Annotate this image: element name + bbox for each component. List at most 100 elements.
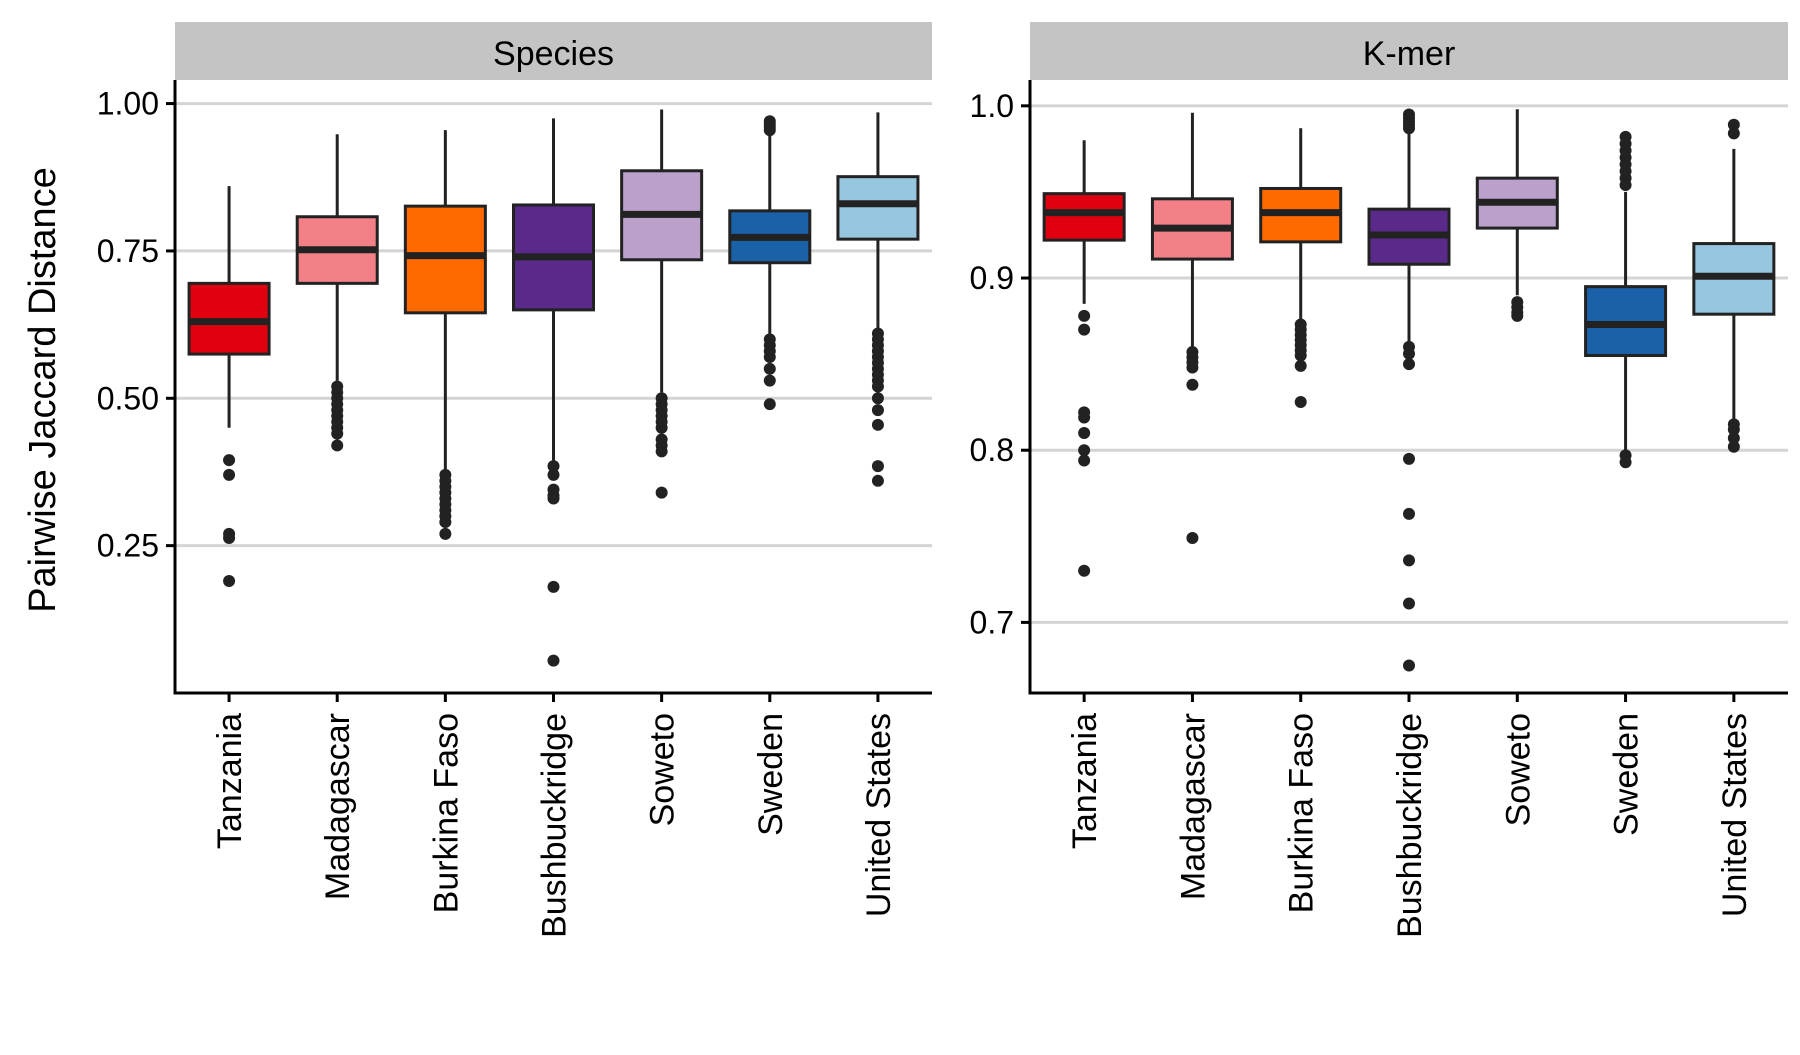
y-tick-label: 0.7 [970, 604, 1014, 640]
outlier-point [547, 580, 560, 593]
outlier-point [1727, 440, 1740, 453]
outlier-point [1186, 532, 1199, 545]
x-tick-label: Tanzania [211, 713, 249, 849]
outlier-point [1078, 454, 1091, 467]
outlier-point [223, 468, 236, 481]
box-burkina-faso [403, 130, 487, 540]
outlier-point [1403, 597, 1415, 610]
y-axis-title: Pairwise Jaccard Distance [22, 167, 64, 613]
outlier-point [547, 654, 560, 667]
outlier-point [1403, 659, 1415, 672]
outlier-point [1403, 358, 1415, 371]
outlier-point [1078, 309, 1091, 322]
box-soweto [1475, 109, 1559, 322]
outlier-point [655, 445, 668, 458]
outlier-point [439, 527, 452, 540]
outlier-point [1186, 361, 1199, 374]
y-tick-label: 0.50 [97, 380, 159, 416]
outlier-point [1511, 309, 1524, 322]
x-tick-label: United States [1716, 713, 1754, 917]
y-tick-label: 0.75 [97, 233, 159, 269]
outlier-point [331, 439, 344, 452]
outlier-point [223, 454, 236, 467]
outlier-point [763, 362, 776, 375]
outlier-point [547, 492, 560, 505]
outlier-point [223, 575, 236, 588]
outlier-point [1619, 179, 1632, 192]
box-tanzania [1042, 140, 1126, 577]
box-bushbuckridge [1367, 108, 1451, 672]
outlier-point [1403, 347, 1415, 360]
outlier-point [763, 398, 776, 411]
outlier-point [871, 392, 884, 405]
box-soweto [620, 109, 704, 499]
outlier-point [1294, 359, 1307, 372]
outlier-point [655, 486, 668, 499]
x-tick-label: Burkina Faso [427, 713, 465, 913]
x-tick-label: Burkina Faso [1283, 713, 1321, 913]
outlier-point [763, 374, 776, 387]
outlier-point [871, 474, 884, 487]
box-united-states [1692, 118, 1776, 453]
box-tanzania [187, 186, 271, 588]
outlier-point [1294, 395, 1307, 408]
y-tick-label: 0.9 [970, 260, 1014, 296]
outlier-point [223, 531, 236, 544]
outlier-point [1078, 323, 1091, 336]
outlier-point [1403, 507, 1415, 520]
box-bushbuckridge [512, 118, 595, 667]
x-tick-label: Bushbuckridge [536, 713, 574, 938]
outlier-point [1078, 564, 1091, 577]
strip-label: Species [493, 35, 614, 73]
outlier-point [655, 421, 668, 434]
box-united-states [836, 112, 920, 487]
strip-background [175, 22, 932, 80]
outlier-point [547, 460, 560, 473]
outlier-point [1727, 118, 1740, 131]
outlier-point [1078, 426, 1091, 439]
box-madagascar [1150, 112, 1234, 545]
panel-2: K-mer 0.7 0.8 0.9 1.0 Tanzania Madagascar Burki… [970, 22, 1788, 938]
outlier-point [871, 404, 884, 417]
x-tick-label: Sweden [752, 713, 790, 836]
y-tick-label: 0.8 [970, 432, 1014, 468]
outlier-point [1403, 122, 1415, 135]
outlier-point [547, 468, 560, 481]
y-tick-label: 1.00 [97, 86, 159, 122]
outlier-point [1403, 554, 1415, 567]
x-tick-label: Madagascar [319, 713, 357, 900]
outlier-point [871, 460, 884, 473]
outlier-point [871, 380, 884, 393]
box-madagascar [295, 134, 379, 452]
strip-background [1030, 22, 1788, 80]
box-sweden [728, 115, 812, 411]
outlier-point [763, 351, 776, 364]
outlier-point [1078, 444, 1091, 457]
outlier-point [1294, 349, 1307, 362]
x-tick-label: Tanzania [1066, 713, 1104, 849]
strip-label: K-mer [1363, 35, 1456, 73]
y-tick-label: 0.25 [97, 528, 159, 564]
x-tick-label: Bushbuckridge [1391, 713, 1429, 938]
iqr-box [1042, 192, 1126, 242]
outlier-point [1186, 378, 1199, 391]
x-tick-label: Soweto [1499, 713, 1537, 826]
box-burkina-faso [1259, 128, 1343, 408]
outlier-point [871, 418, 884, 431]
x-tick-label: Soweto [644, 713, 682, 826]
x-tick-label: Madagascar [1174, 713, 1212, 900]
iqr-box [403, 204, 487, 315]
iqr-box [836, 175, 920, 241]
outlier-point [1078, 411, 1091, 424]
x-tick-label: Sweden [1608, 713, 1646, 836]
panel-1: Species 0.25 0.50 0.75 1.00 Tanzania Madagasca… [97, 22, 932, 938]
outlier-point [439, 516, 452, 529]
outlier-point [1403, 452, 1415, 465]
y-tick-label: 1.0 [970, 88, 1014, 124]
outlier-point [763, 124, 776, 137]
outlier-point [1727, 127, 1740, 140]
outlier-point [1619, 456, 1632, 469]
x-tick-label: United States [860, 713, 898, 917]
